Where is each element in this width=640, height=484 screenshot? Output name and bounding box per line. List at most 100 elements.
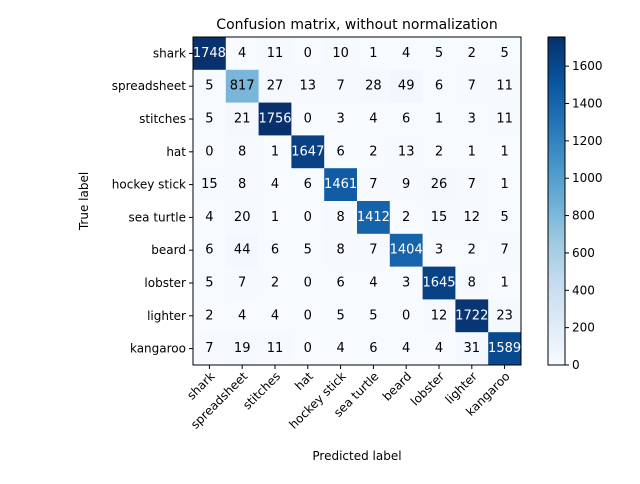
cell-value-label: 4 bbox=[369, 112, 377, 127]
matrix-cell bbox=[422, 102, 456, 136]
cell-value-label: 4 bbox=[435, 341, 443, 356]
cell-value-label: 11 bbox=[267, 46, 284, 61]
matrix-cell bbox=[357, 168, 391, 202]
cell-value-label: 7 bbox=[369, 243, 377, 258]
cell-value-label: 12 bbox=[464, 210, 481, 225]
matrix-cell bbox=[455, 332, 489, 366]
cell-value-label: 6 bbox=[369, 341, 377, 356]
cell-value-label: 1461 bbox=[324, 177, 357, 192]
matrix-cell bbox=[422, 266, 456, 300]
matrix-cell bbox=[193, 266, 227, 300]
cell-value-label: 2 bbox=[468, 46, 476, 61]
matrix-cell bbox=[324, 69, 358, 103]
cell-value-label: 5 bbox=[500, 46, 508, 61]
cell-value-label: 27 bbox=[267, 79, 284, 94]
matrix-cell bbox=[324, 332, 358, 366]
matrix-cell bbox=[389, 201, 423, 235]
cell-value-label: 26 bbox=[431, 177, 448, 192]
matrix-cell bbox=[488, 266, 522, 300]
matrix-cell bbox=[193, 168, 227, 202]
matrix-cell bbox=[291, 69, 325, 103]
y-tick-label: spreadsheet bbox=[112, 79, 187, 93]
matrix-cell bbox=[389, 332, 423, 366]
matrix-cell bbox=[389, 299, 423, 333]
matrix-cell bbox=[422, 233, 456, 267]
cell-value-label: 4 bbox=[238, 308, 246, 323]
matrix-cell bbox=[357, 233, 391, 267]
colorbar-tick-label: 0 bbox=[572, 358, 580, 372]
cell-value-label: 8 bbox=[468, 276, 476, 291]
cell-value-label: 6 bbox=[402, 112, 410, 127]
cell-value-label: 1 bbox=[500, 177, 508, 192]
matrix-cell bbox=[225, 266, 259, 300]
cell-value-label: 5 bbox=[369, 308, 377, 323]
matrix-cell bbox=[455, 69, 489, 103]
matrix-cell bbox=[389, 102, 423, 136]
matrix-cell bbox=[357, 266, 391, 300]
cell-value-label: 0 bbox=[304, 46, 312, 61]
matrix-cells bbox=[193, 37, 522, 366]
cell-value-label: 4 bbox=[238, 46, 246, 61]
cell-value-label: 6 bbox=[336, 144, 344, 159]
matrix-cell bbox=[488, 102, 522, 136]
cell-value-label: 0 bbox=[304, 341, 312, 356]
cell-value-label: 7 bbox=[369, 177, 377, 192]
cell-value-label: 817 bbox=[230, 79, 255, 94]
matrix-cell bbox=[291, 37, 325, 71]
colorbar-tick-label: 200 bbox=[572, 321, 595, 335]
matrix-cell bbox=[258, 168, 292, 202]
cell-value-label: 9 bbox=[402, 177, 410, 192]
matrix-cell bbox=[225, 168, 259, 202]
matrix-cell bbox=[488, 233, 522, 267]
cell-value-label: 4 bbox=[271, 177, 279, 192]
matrix-cell bbox=[455, 266, 489, 300]
matrix-cell bbox=[488, 332, 522, 366]
cell-value-label: 3 bbox=[468, 112, 476, 127]
colorbar-ticks: 0 200 400 600 800 1000 1200 1400 1600 bbox=[565, 59, 603, 372]
matrix-cell bbox=[422, 168, 456, 202]
matrix-cell bbox=[488, 135, 522, 169]
cell-value-label: 21 bbox=[234, 112, 251, 127]
cell-value-label: 15 bbox=[431, 210, 448, 225]
cell-value-label: 4 bbox=[402, 341, 410, 356]
cell-value-label: 3 bbox=[402, 276, 410, 291]
cell-value-label: 20 bbox=[234, 210, 251, 225]
matrix-cell bbox=[357, 102, 391, 136]
matrix-cell bbox=[193, 332, 227, 366]
cell-value-label: 7 bbox=[205, 341, 213, 356]
cell-value-label: 7 bbox=[468, 79, 476, 94]
matrix-cell bbox=[324, 299, 358, 333]
cell-value-label: 1 bbox=[468, 144, 476, 159]
x-tick-label: hat bbox=[292, 369, 316, 393]
matrix-cell bbox=[455, 135, 489, 169]
cell-value-label: 1 bbox=[500, 144, 508, 159]
cell-value-label: 6 bbox=[435, 79, 443, 94]
matrix-cell bbox=[258, 299, 292, 333]
colorbar-tick-label: 600 bbox=[572, 246, 595, 260]
colorbar-tick-label: 1600 bbox=[572, 59, 603, 73]
cell-value-label: 6 bbox=[336, 276, 344, 291]
y-tick-label: hockey stick bbox=[112, 178, 186, 192]
y-tick-label: stitches bbox=[139, 112, 186, 126]
matrix-cell bbox=[225, 201, 259, 235]
cell-value-label: 0 bbox=[304, 308, 312, 323]
matrix-cell bbox=[455, 233, 489, 267]
cell-value-label: 19 bbox=[234, 341, 251, 356]
matrix-cell bbox=[225, 299, 259, 333]
matrix-cell bbox=[357, 69, 391, 103]
matrix-cell bbox=[225, 69, 259, 103]
y-tick-label: lobster bbox=[144, 276, 186, 290]
cell-value-label: 5 bbox=[304, 243, 312, 258]
matrix-cell bbox=[258, 102, 292, 136]
matrix-cell bbox=[258, 37, 292, 71]
matrix-cell bbox=[422, 201, 456, 235]
matrix-cell bbox=[225, 332, 259, 366]
cell-value-label: 15 bbox=[201, 177, 218, 192]
cell-value-label: 1722 bbox=[455, 308, 488, 323]
cell-value-label: 7 bbox=[238, 276, 246, 291]
cell-value-label: 6 bbox=[304, 177, 312, 192]
cell-value-label: 49 bbox=[398, 79, 415, 94]
colorbar-gradient bbox=[547, 36, 566, 366]
